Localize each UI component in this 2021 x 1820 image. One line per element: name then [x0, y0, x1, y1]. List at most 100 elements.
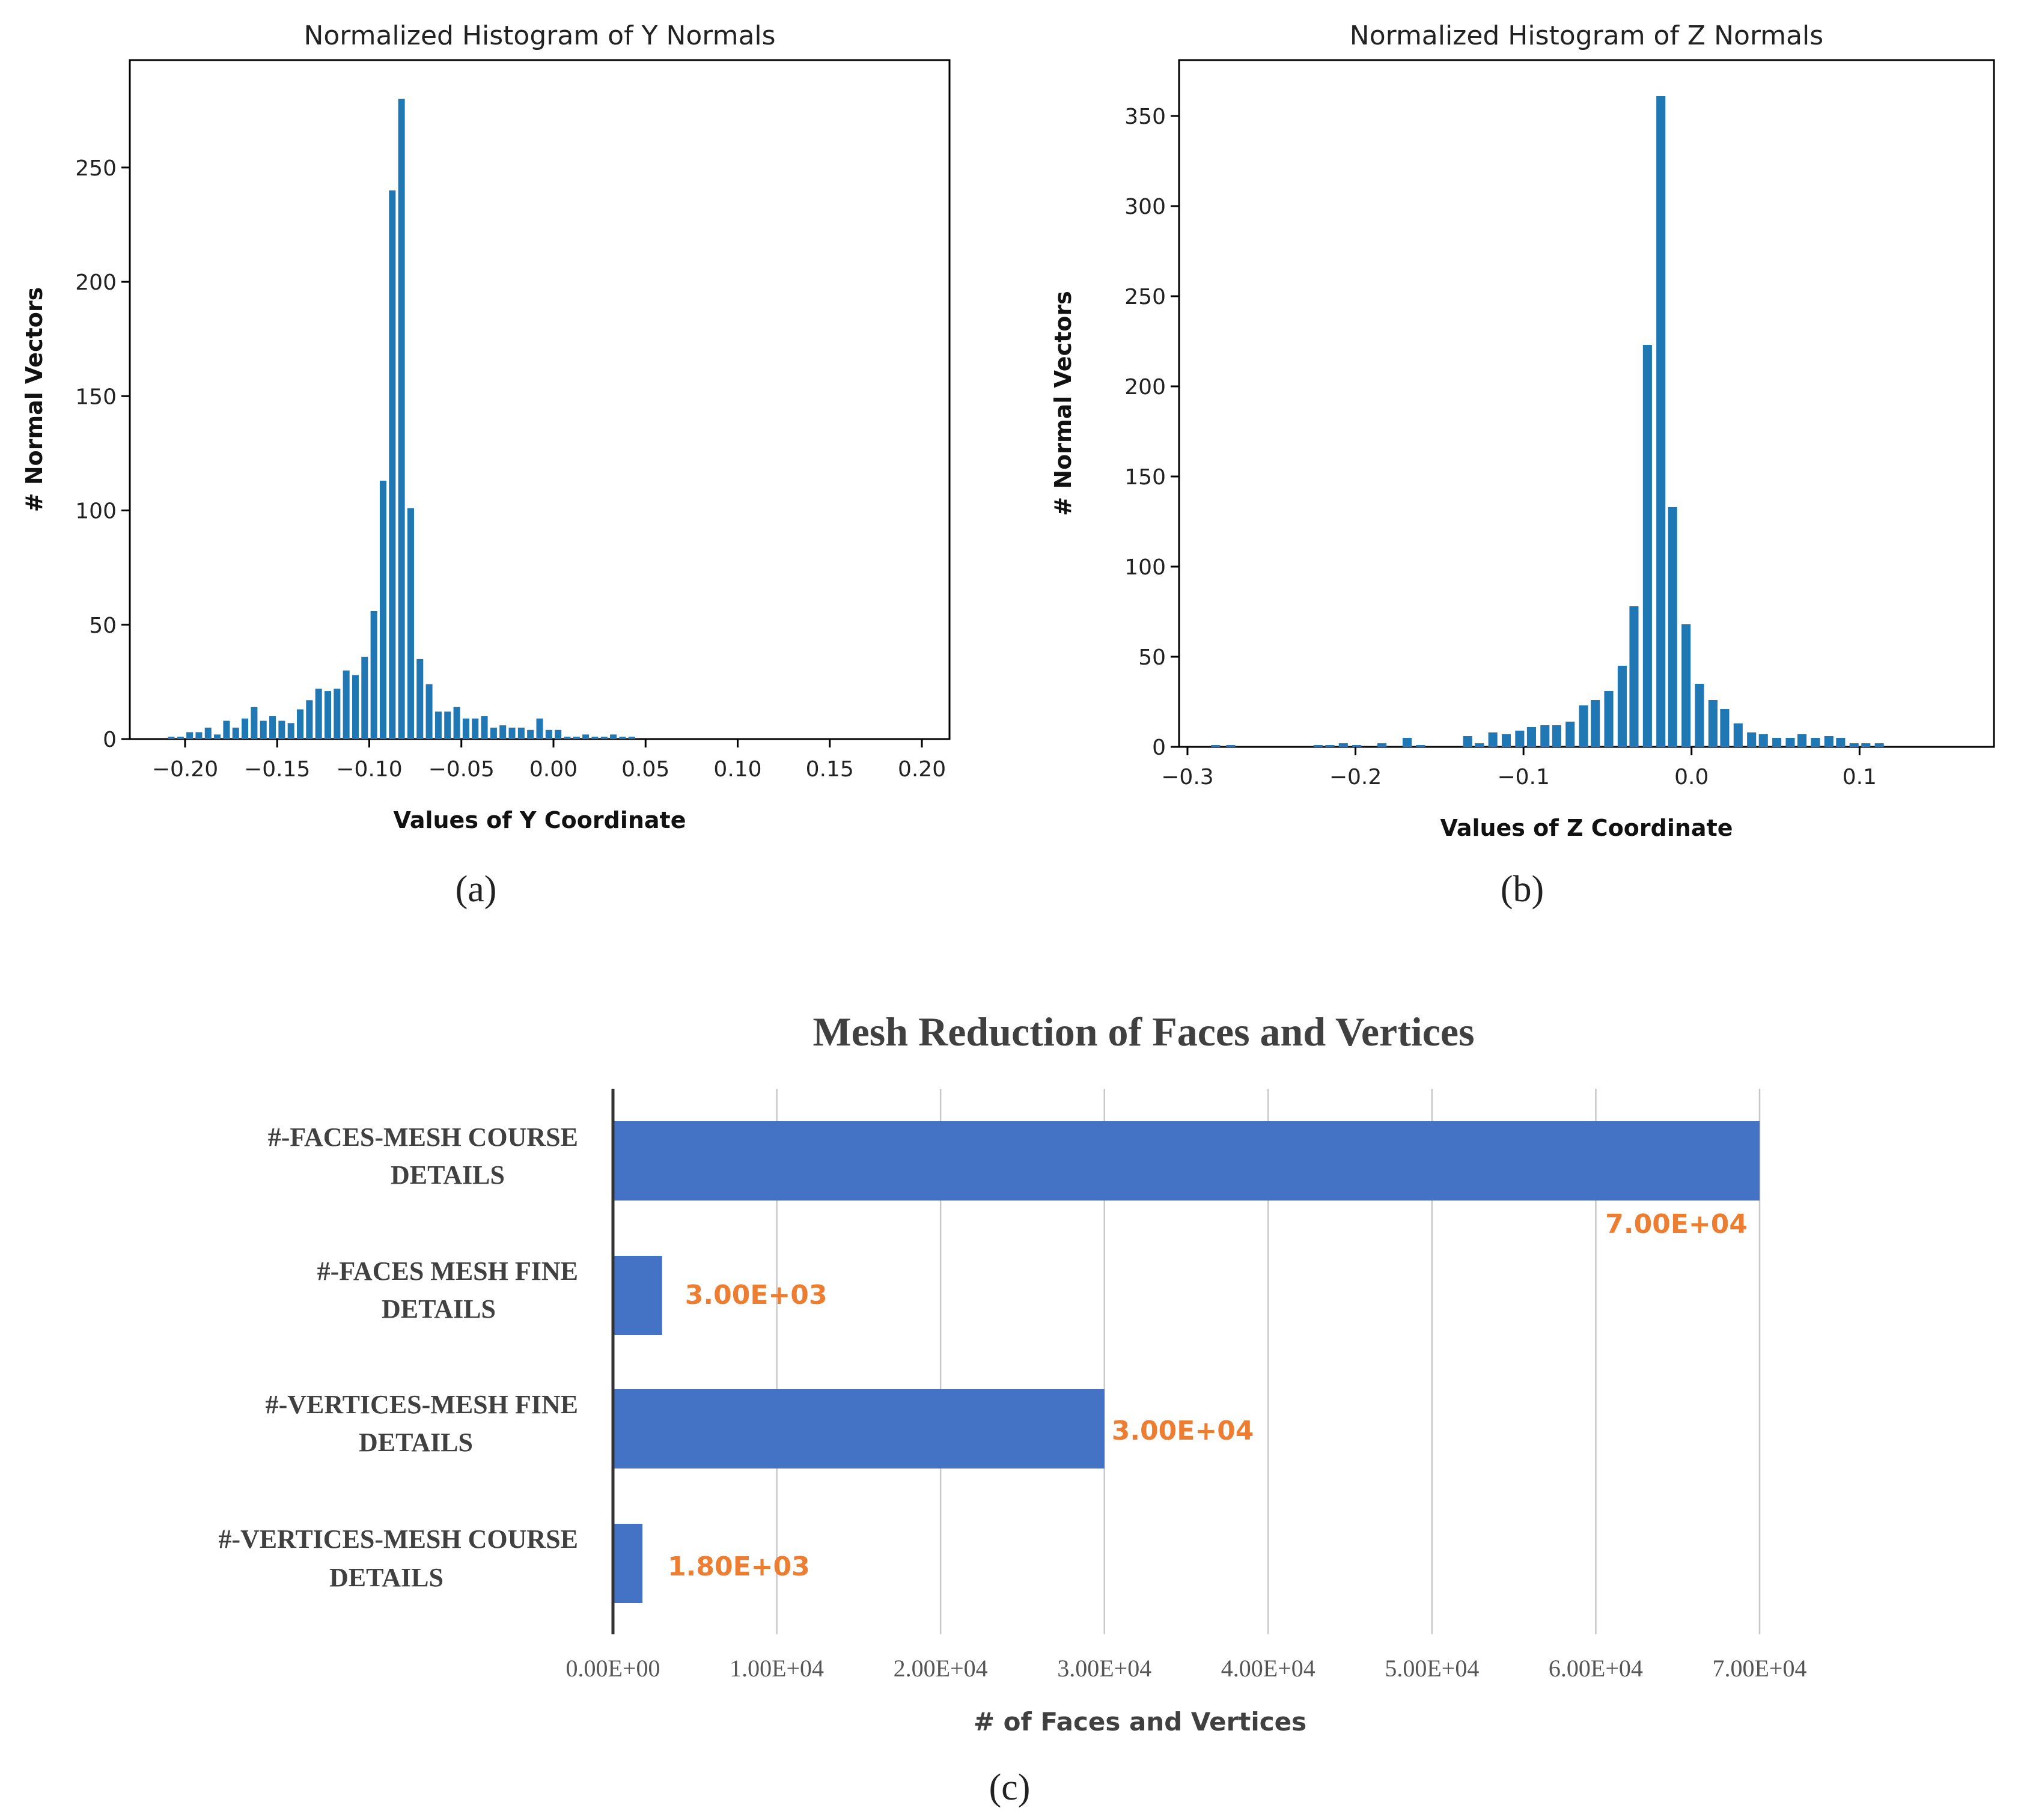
histogram-bar: [1811, 738, 1820, 747]
histogram-bar: [1861, 743, 1871, 747]
histogram-bar: [361, 657, 368, 739]
histogram-bar: [1604, 691, 1614, 747]
histogram-bar: [499, 725, 507, 739]
horizontal-bar: [613, 1121, 1760, 1201]
y-tick-label: 100: [75, 499, 117, 524]
histogram-bar: [564, 737, 571, 739]
histogram-bar: [287, 723, 294, 739]
histogram-bar: [472, 718, 479, 739]
x-tick-label: 0.05: [621, 757, 669, 782]
histogram-bar: [1475, 743, 1484, 747]
histogram-bar: [1352, 745, 1362, 747]
y-tick-label: 150: [75, 385, 117, 409]
x-axis-label: Values of Y Coordinate: [394, 807, 686, 833]
x-tick-label: 0.00E+00: [566, 1655, 660, 1682]
histogram-bar: [204, 727, 212, 739]
histogram-bar: [370, 610, 377, 739]
histogram-bar: [1211, 745, 1221, 747]
x-tick-label: 0.0: [1674, 765, 1709, 790]
histogram-bar: [573, 737, 580, 739]
histogram-bar: [1747, 732, 1757, 747]
histogram-bar: [1629, 606, 1639, 747]
histogram-bar: [628, 737, 635, 739]
histogram-bar: [1656, 96, 1666, 747]
histogram-bar: [352, 675, 359, 739]
histogram-bar: [1377, 743, 1387, 747]
histogram-bar: [1836, 738, 1846, 747]
x-tick-label: 3.00E+04: [1057, 1655, 1151, 1682]
histogram-bar: [186, 732, 194, 739]
histogram-bar: [536, 718, 543, 739]
panel-label-b: (b): [1501, 869, 1544, 910]
x-tick-label: −0.20: [152, 757, 218, 782]
category-label: DETAILS: [329, 1563, 444, 1592]
histogram-bar: [1515, 731, 1525, 747]
histogram-bar: [508, 727, 516, 739]
chart-title: Normalized Histogram of Y Normals: [303, 20, 775, 51]
histogram-bar: [1824, 736, 1834, 747]
y-tick-label: 0: [103, 728, 117, 752]
panel-label-c: (c): [989, 1767, 1031, 1808]
x-tick-label: −0.2: [1329, 765, 1382, 790]
histogram-bar: [1540, 725, 1550, 747]
histogram-bar: [545, 729, 552, 739]
histogram-bar: [315, 689, 322, 739]
histogram-bar: [434, 711, 442, 739]
histogram-bar: [1565, 722, 1575, 747]
histogram-bar: [232, 727, 239, 739]
histogram-bar: [1526, 727, 1536, 747]
histogram-bar: [1579, 705, 1588, 747]
data-label: 1.80E+03: [668, 1551, 810, 1582]
x-tick-label: −0.05: [428, 757, 495, 782]
x-tick-label: −0.3: [1161, 765, 1213, 790]
y-tick-label: 200: [75, 270, 117, 295]
x-tick-label: −0.1: [1497, 765, 1549, 790]
histogram-bar: [297, 709, 304, 739]
histogram-bar: [407, 508, 414, 739]
category-label: DETAILS: [391, 1160, 505, 1190]
category-label: DETAILS: [382, 1294, 496, 1324]
histogram-bar: [1642, 345, 1652, 747]
horizontal-bar: [613, 1256, 662, 1335]
y-tick-label: 50: [1138, 645, 1166, 670]
x-tick-label: −0.10: [336, 757, 402, 782]
category-label: #-VERTICES-MESH COURSE: [218, 1524, 578, 1554]
mesh-reduction-bar-chart: 7.00E+04 3.00E+03 3.00E+04 1.80E+03 #-FACES-…: [218, 1009, 1806, 1736]
histogram-bar: [1463, 736, 1472, 747]
histogram-bar: [379, 481, 386, 739]
histogram-bar: [1681, 624, 1691, 747]
x-tick-label: 5.00E+04: [1385, 1655, 1479, 1682]
x-tick-label: 4.00E+04: [1221, 1655, 1315, 1682]
histogram-bar: [1849, 743, 1859, 747]
histogram-bar: [1695, 684, 1704, 747]
histogram-bar: [1488, 732, 1498, 747]
histogram-bar: [555, 729, 562, 739]
y-axis-label: # Normal Vectors: [21, 287, 47, 512]
x-tick-label: 7.00E+04: [1713, 1655, 1807, 1682]
histogram-bar: [1416, 745, 1425, 747]
histogram-bar: [324, 691, 332, 739]
histogram-bar: [1874, 743, 1884, 747]
histogram-bar: [334, 689, 341, 739]
histogram-bar: [251, 707, 258, 739]
histogram-bar: [1785, 738, 1795, 747]
histogram-bar: [306, 700, 313, 739]
histogram-bar: [389, 190, 396, 740]
histogram-bar: [619, 737, 626, 739]
category-label: #-FACES-MESH COURSE: [268, 1122, 578, 1152]
y-tick-label: 250: [1124, 285, 1166, 309]
x-axis-label: Values of Z Coordinate: [1440, 815, 1733, 841]
y-tick-label: 300: [1124, 195, 1166, 219]
x-tick-label: −0.15: [244, 757, 310, 782]
horizontal-bar: [613, 1524, 643, 1603]
histogram-bar: [1772, 738, 1782, 747]
y-tick-label: 0: [1152, 735, 1166, 760]
x-tick-label: 2.00E+04: [894, 1655, 988, 1682]
histogram-bar: [269, 716, 276, 739]
histogram-bar: [425, 684, 433, 739]
x-tick-label: 0.00: [529, 757, 578, 782]
histogram-bar: [177, 737, 184, 739]
histogram-bar: [168, 737, 175, 739]
histogram-bar: [1797, 734, 1807, 747]
